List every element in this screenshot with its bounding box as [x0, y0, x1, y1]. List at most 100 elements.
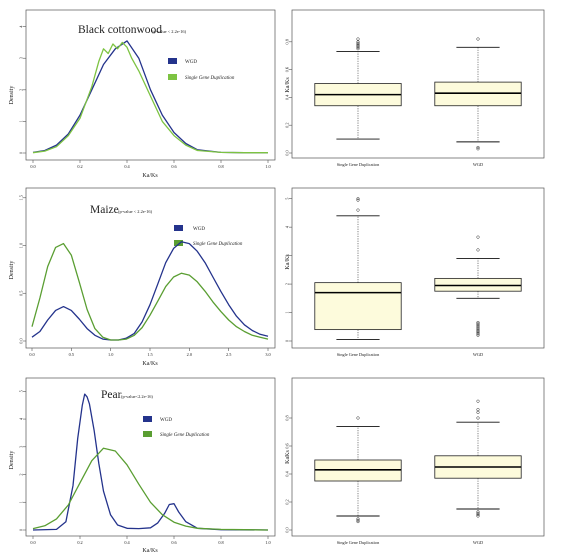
- y-tick-label: 2: [19, 89, 24, 91]
- cottonwood-box-chart: Ka/Ks 0.0 0.2 0.4 0.6 0.8 Single Gene Duplica…: [285, 9, 545, 167]
- y-tick-label: 0.0: [285, 150, 290, 155]
- x-tick-label: 3.0: [265, 352, 270, 357]
- x-tick-label: 0.0: [29, 352, 34, 357]
- x-tick-label: 0.5: [69, 352, 74, 357]
- y-tick-label: 1.5: [19, 195, 24, 200]
- y-tick-label: 1: [285, 311, 290, 313]
- outlier-point: [476, 37, 480, 41]
- y-tick-label: 5: [285, 198, 290, 200]
- x-tick-label: Single Gene Duplication: [337, 162, 380, 167]
- legend-label-single: Single Gene Duplication: [185, 76, 235, 81]
- x-tick-label: 0.4: [124, 164, 130, 169]
- legend-label-wgd: WGD: [185, 60, 197, 65]
- outlier-point: [356, 518, 360, 522]
- x-tick-label: 0.2: [77, 540, 82, 545]
- x-tick-label: 0.4: [124, 540, 130, 545]
- y-tick-label: 0.6: [285, 442, 290, 448]
- y-tick-label: 0.8: [285, 39, 290, 44]
- series-line-wgd: [31, 241, 269, 341]
- y-tick-label: 0: [19, 529, 24, 531]
- outlier-point: [356, 41, 360, 45]
- x-tick-label: Single Gene Duplication: [337, 540, 380, 545]
- x-tick-label: 0.6: [171, 164, 177, 169]
- series-line-single-gene-duplication: [32, 447, 269, 531]
- outlier-point: [476, 399, 480, 403]
- y-tick-label: 3: [285, 255, 290, 257]
- series-line-single-gene-duplication: [32, 41, 268, 154]
- legend-label-wgd: WGD: [193, 227, 205, 232]
- iqr-box: [314, 282, 402, 331]
- y-tick-label: 1.0: [19, 243, 24, 248]
- y-tick-label: 1: [19, 120, 24, 122]
- outlier-point: [356, 198, 360, 202]
- outlier-point: [476, 248, 480, 252]
- y-tick-label: 0.5: [19, 291, 24, 296]
- y-axis-label: Density: [9, 261, 15, 280]
- y-tick-label: 0.2: [285, 123, 290, 128]
- x-tick-label: 0.6: [171, 540, 177, 545]
- maize-density-chart: Maize (p-value < 2.2e-16) Density Ka/Ks …: [9, 187, 276, 367]
- y-tick-label: 0.6: [285, 66, 290, 72]
- legend-swatch-single: [174, 240, 183, 246]
- x-axis-label: Ka/Ks: [142, 173, 158, 179]
- y-axis-label: Density: [9, 86, 15, 105]
- y-tick-label: 0.4: [285, 94, 290, 100]
- box-wgd: [434, 37, 522, 151]
- legend-label-wgd: WGD: [160, 418, 172, 423]
- y-tick-label: 4: [19, 417, 24, 420]
- legend-swatch-wgd: [168, 58, 177, 64]
- y-tick-label: 0.8: [285, 415, 290, 420]
- x-tick-label: WGD: [473, 352, 483, 357]
- plot-frame: [291, 187, 545, 349]
- chart-title: Maize: [90, 204, 119, 216]
- y-axis-label: KaKs: [285, 450, 291, 464]
- cottonwood-density-chart: Black cottonwood (p-value < 2.2e-16) Den…: [9, 9, 276, 179]
- x-axis-label: Ka/Ks: [142, 548, 158, 554]
- box-wgd: [434, 235, 522, 337]
- plot-frame: [291, 9, 545, 159]
- outlier-point: [476, 410, 480, 414]
- x-tick-label: 0.0: [30, 164, 35, 169]
- x-tick-label: 0.2: [77, 164, 82, 169]
- x-tick-label: 2.5: [226, 352, 231, 357]
- legend-swatch-single: [143, 431, 152, 437]
- outlier-point: [476, 235, 480, 239]
- y-tick-label: 0.0: [19, 338, 24, 343]
- x-tick-label: 1.0: [265, 540, 270, 545]
- box-single-gene-duplication: [314, 197, 402, 341]
- box-single-gene-duplication: [314, 37, 402, 140]
- box-wgd: [434, 399, 522, 518]
- y-tick-label: 3: [19, 446, 24, 448]
- x-tick-label: WGD: [473, 162, 483, 167]
- y-axis-label: Density: [9, 451, 15, 470]
- x-tick-label: 1.0: [108, 352, 113, 357]
- plot-frame: [291, 377, 545, 537]
- maize-box-chart: Ka/Ks 0 1 2 3 4 5 Single Gene Duplication WGD: [285, 187, 545, 357]
- legend-label-single: Single Gene Duplication: [193, 242, 243, 247]
- outlier-point: [476, 510, 480, 514]
- x-tick-label: WGD: [473, 540, 483, 545]
- y-tick-label: 0.4: [285, 470, 290, 476]
- outlier-point: [476, 145, 480, 149]
- y-tick-label: 5: [19, 390, 24, 392]
- chart-title: Black cottonwood: [78, 24, 162, 36]
- outlier-point: [356, 208, 360, 212]
- series-line-single-gene-duplication: [31, 242, 269, 341]
- y-tick-label: 0.0: [285, 527, 290, 532]
- x-tick-label: 0.8: [218, 540, 223, 545]
- y-tick-label: 3: [19, 57, 24, 59]
- y-tick-label: 2: [285, 283, 290, 285]
- outlier-point: [476, 320, 480, 325]
- outlier-point: [476, 511, 480, 515]
- y-tick-label: 4: [285, 225, 290, 228]
- legend-swatch-single: [168, 74, 177, 80]
- outlier-point: [356, 37, 360, 41]
- y-tick-label: 0: [285, 340, 290, 342]
- y-axis-label: Ka/Ks: [285, 254, 291, 270]
- x-tick-label: 0.0: [30, 540, 35, 545]
- pear-box-chart: KaKs 0.0 0.2 0.4 0.6 0.8 Single Gene Duplicat…: [285, 377, 545, 545]
- x-tick-label: 2.0: [187, 352, 192, 357]
- y-axis-label: Ka/Ks: [285, 77, 291, 93]
- x-tick-label: Single Gene Duplication: [337, 352, 380, 357]
- chart-subtitle: (p-value < 2.2e-16): [118, 209, 153, 214]
